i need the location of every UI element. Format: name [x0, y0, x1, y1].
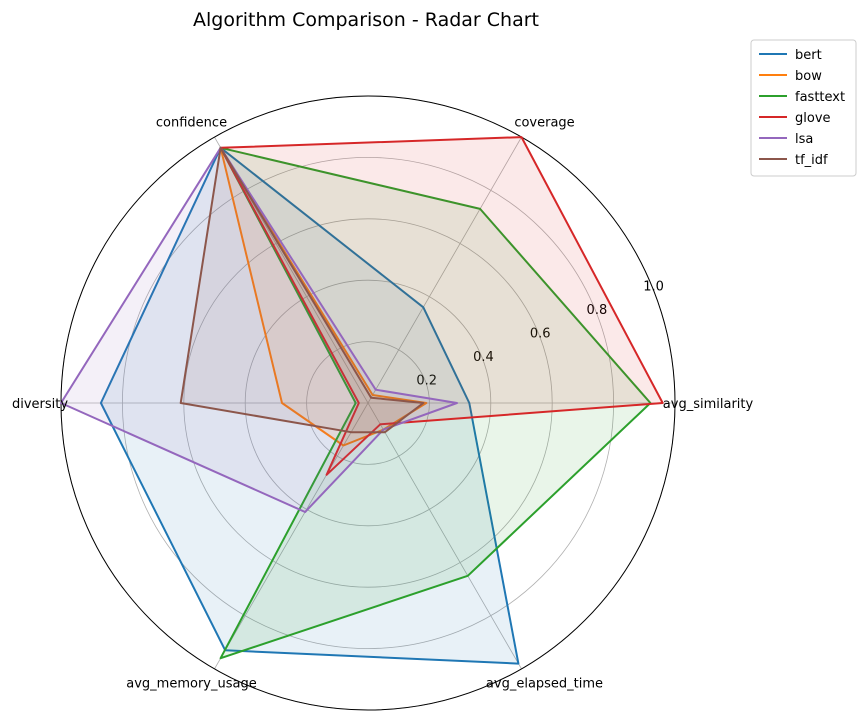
series-fill-bert [100, 147, 519, 664]
series-line-fasttext [219, 146, 652, 660]
series-fill-tf_idf [180, 147, 424, 433]
series-layer [60, 136, 664, 665]
legend-label-bow: bow [795, 69, 822, 84]
axis-labels: avg_similarity coverage confidence diversit… [12, 116, 754, 692]
chart-title: Algorithm Comparison - Radar Chart [193, 9, 539, 31]
legend-label-fasttext: fasttext [795, 90, 845, 105]
series-fill-fasttext [220, 147, 651, 659]
grid-spoke [367, 402, 522, 670]
axis-label-avg_similarity: avg_similarity [663, 397, 754, 412]
legend-label-glove: glove [795, 111, 831, 126]
series-fill-lsa [61, 147, 457, 513]
series-fill-glove [220, 137, 663, 475]
grid-spoke [214, 402, 369, 670]
r-tick-label: 1.0 [643, 280, 664, 295]
axis-label-coverage: coverage [514, 116, 574, 131]
r-tick-label: 0.4 [473, 350, 494, 365]
series-line-lsa [60, 146, 458, 513]
r-tick-label: 0.6 [530, 327, 551, 342]
r-tick-label: 0.2 [416, 374, 437, 389]
legend: bert bow fasttext glove lsa tf_idf [750, 39, 857, 177]
series-line-glove [219, 136, 664, 476]
axis-label-avg_memory_usage: avg_memory_usage [126, 677, 256, 692]
legend-label-bert: bert [795, 48, 822, 63]
axis-label-diversity: diversity [12, 397, 68, 412]
grid-spoke [367, 136, 522, 404]
series-line-bert [99, 146, 520, 665]
legend-label-lsa: lsa [795, 132, 813, 147]
series-line-tf_idf [179, 146, 425, 434]
axis-label-confidence: confidence [156, 116, 227, 131]
axis-label-avg_elapsed_time: avg_elapsed_time [486, 677, 603, 692]
r-tick-label: 0.8 [587, 303, 608, 318]
legend-label-tf_idf: tf_idf [795, 153, 828, 168]
